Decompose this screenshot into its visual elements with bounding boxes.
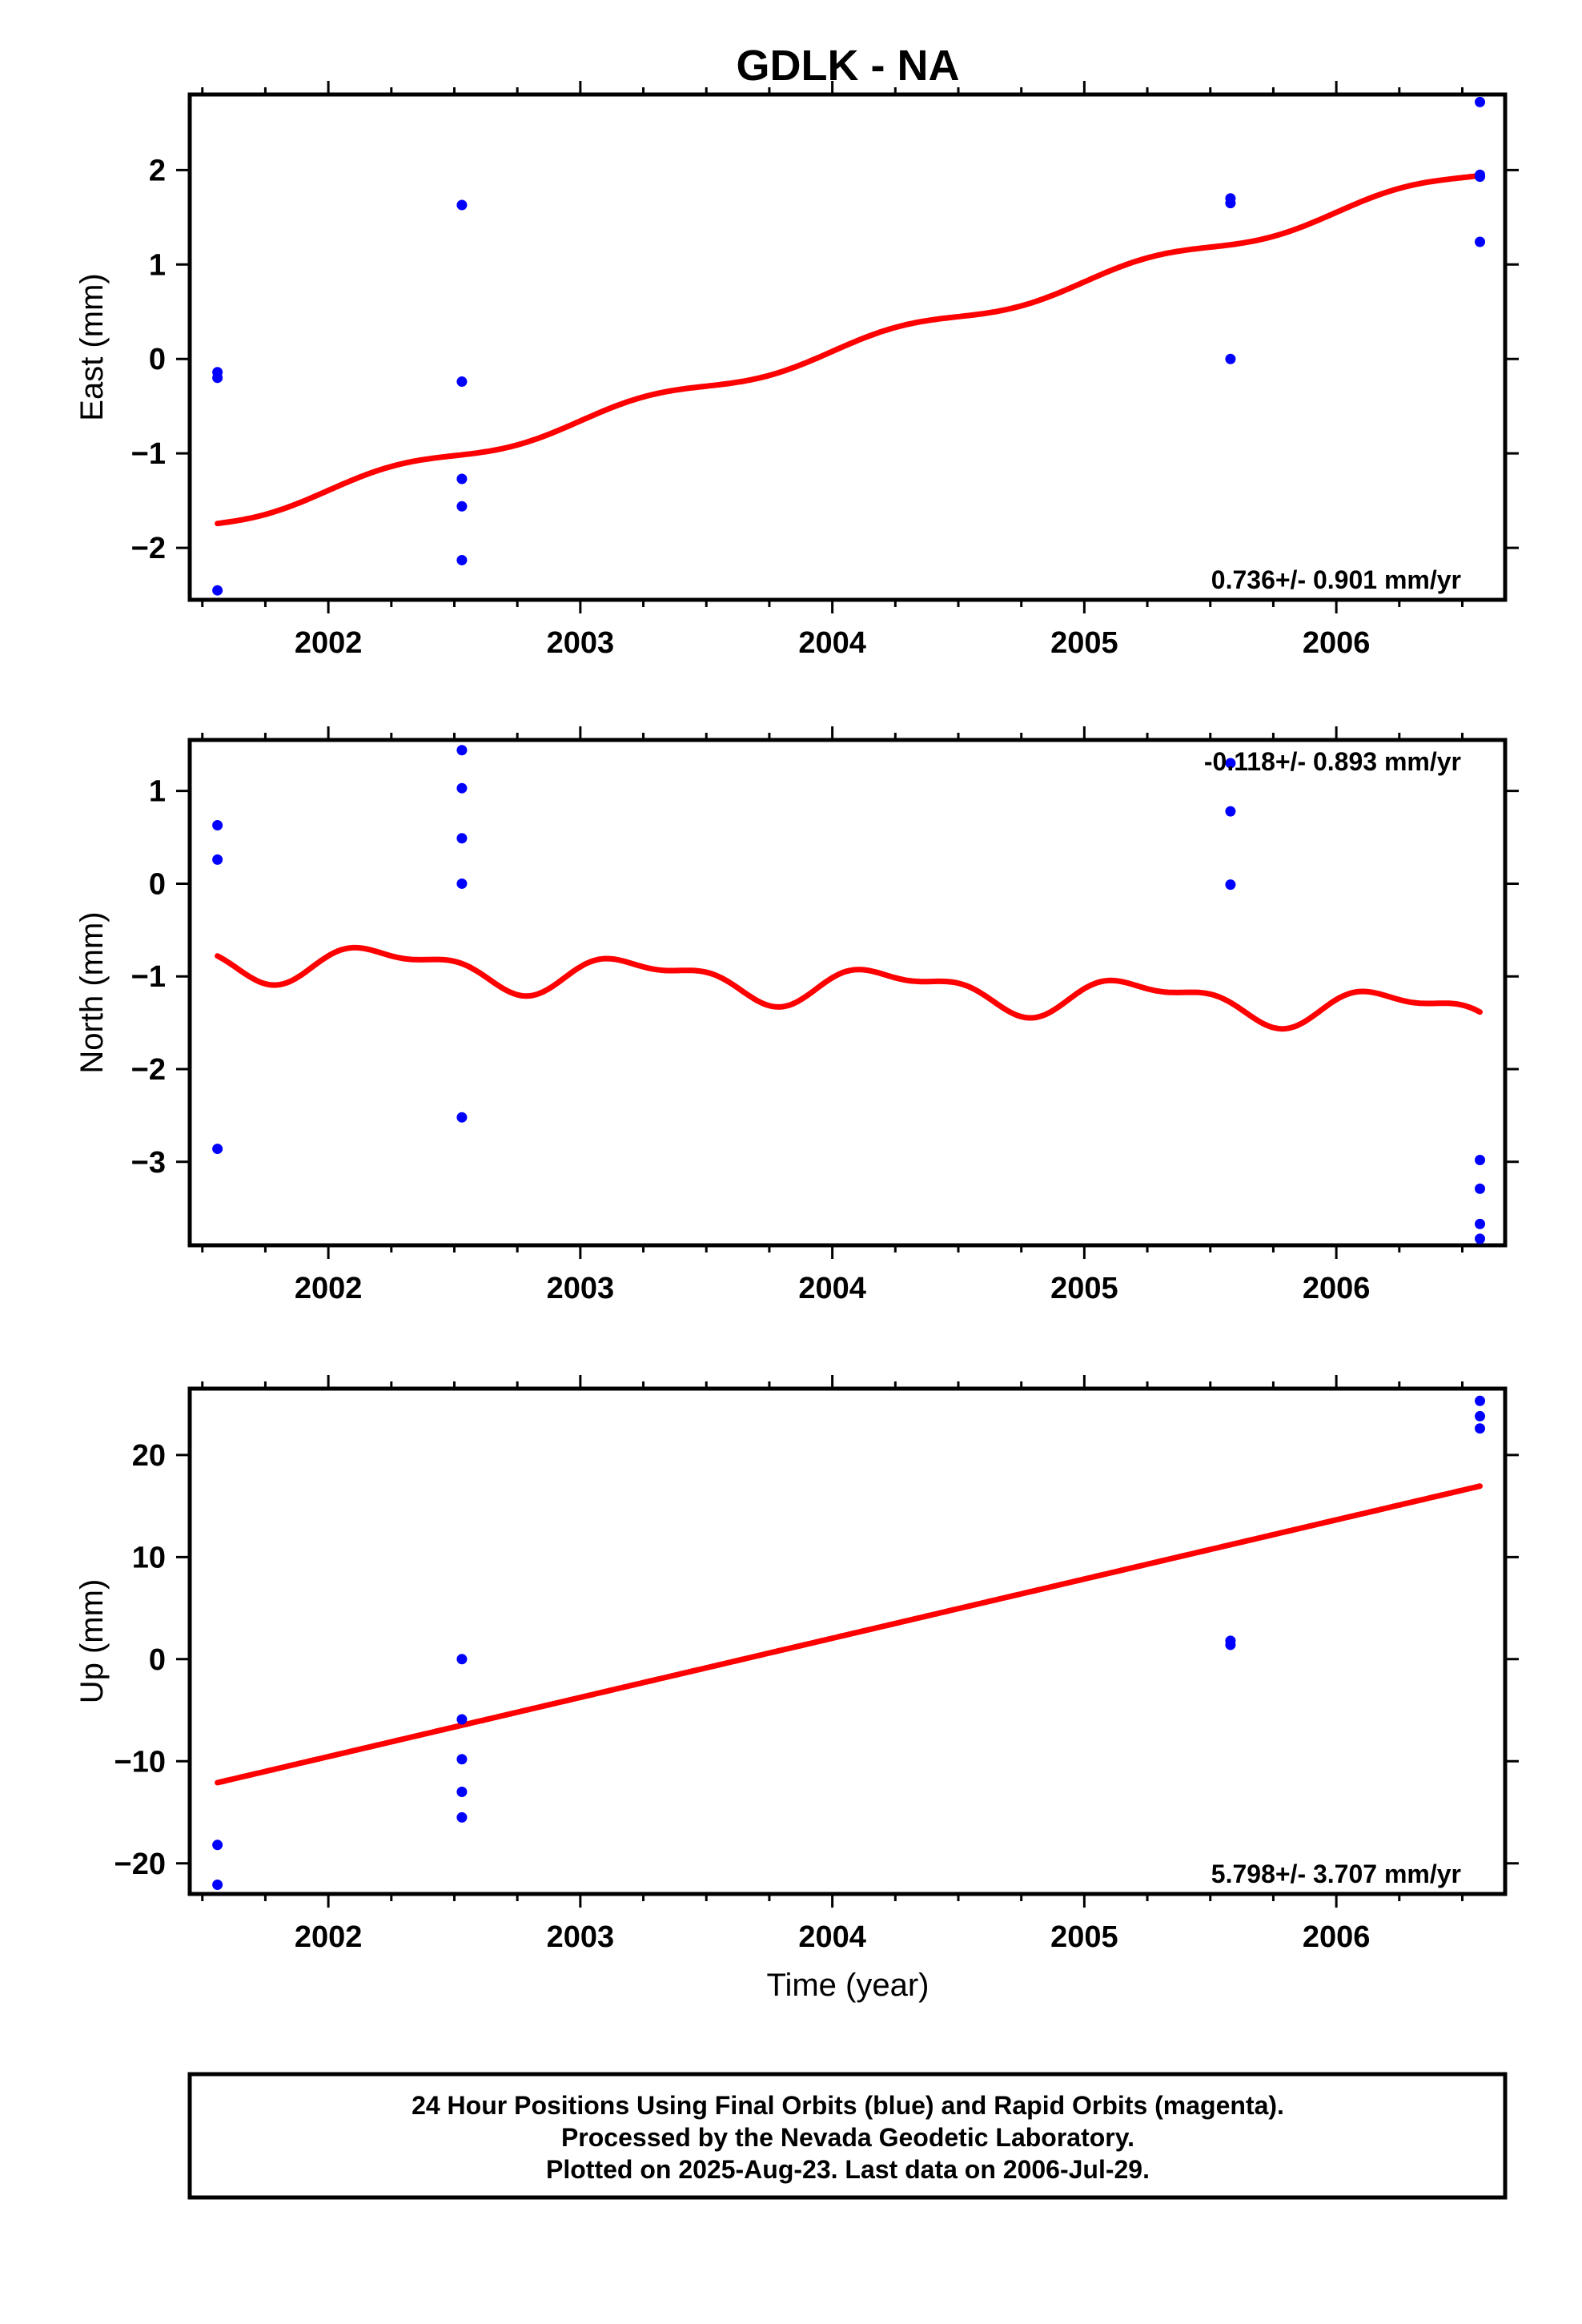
data-point: [456, 745, 468, 756]
x-tick-label: 2003: [547, 1272, 615, 1305]
y-axis-label: East (mm): [74, 273, 110, 420]
data-point: [1225, 1639, 1236, 1651]
y-tick-label: 1: [149, 775, 166, 809]
x-tick-label: 2002: [295, 626, 363, 660]
data-point: [1475, 1423, 1486, 1434]
data-point: [456, 376, 468, 388]
rate-label: 5.798+/- 3.707 mm/yr: [1211, 1860, 1461, 1888]
x-tick-label: 2006: [1303, 626, 1371, 660]
plot-frame: [187, 92, 1508, 602]
plot-frame: [187, 738, 1508, 1248]
y-tick-label: −3: [131, 1146, 166, 1180]
data-point: [1475, 1410, 1486, 1421]
data-point: [456, 1654, 468, 1665]
y-tick-label: 10: [132, 1541, 166, 1574]
y-axis-label: Up (mm): [74, 1579, 110, 1704]
y-tick-label: 20: [132, 1439, 166, 1473]
x-tick-label: 2005: [1050, 1920, 1118, 1954]
model-curve: [215, 944, 1483, 1032]
y-tick-label: 0: [149, 343, 166, 376]
x-tick-label: 2005: [1050, 626, 1118, 660]
x-tick-label: 2006: [1303, 1920, 1371, 1954]
y-tick-label: −2: [131, 1053, 166, 1087]
y-tick-label: −2: [131, 532, 166, 565]
data-point: [456, 199, 468, 211]
x-tick-label: 2004: [798, 1272, 866, 1305]
x-tick-label: 2003: [547, 626, 615, 660]
caption-line-1: 24 Hour Positions Using Final Orbits (bl…: [412, 2091, 1284, 2120]
data-point: [456, 473, 468, 485]
data-point: [1225, 879, 1236, 891]
data-point: [1475, 1233, 1486, 1244]
caption-box: [187, 2072, 1508, 2200]
data-point: [212, 585, 223, 596]
north-panel: 2002 2003 2004 2005 2006 −3 −2 −1 0 1 North (mm) -0…: [74, 726, 1519, 1305]
data-point: [1475, 1183, 1486, 1194]
x-tick-label: 2004: [798, 1920, 866, 1954]
data-point: [1475, 1395, 1486, 1406]
data-point: [212, 1144, 223, 1155]
data-point: [1475, 171, 1486, 183]
data-point: [212, 372, 223, 384]
data-point: [456, 1112, 468, 1123]
data-point: [1475, 1154, 1486, 1165]
data-point: [456, 1811, 468, 1823]
y-tick-label: 2: [149, 154, 166, 187]
data-point: [1475, 236, 1486, 247]
data-point: [1225, 806, 1236, 817]
rate-label: 0.736+/- 0.901 mm/yr: [1211, 565, 1461, 594]
rate-label: -0.118+/- 0.893 mm/yr: [1204, 747, 1461, 776]
data-point: [212, 820, 223, 831]
y-tick-label: 0: [149, 1643, 166, 1677]
y-tick-label: −20: [114, 1848, 166, 1881]
data-point: [456, 1754, 468, 1765]
data-point: [456, 833, 468, 844]
y-axis-label: North (mm): [74, 911, 110, 1073]
figure-title: GDLK - NA: [737, 42, 960, 90]
x-tick-label: 2003: [547, 1920, 615, 1954]
model-curve: [215, 172, 1483, 527]
data-point: [456, 554, 468, 565]
y-tick-label: 0: [149, 867, 166, 901]
data-point: [456, 782, 468, 794]
x-tick-label: 2005: [1050, 1272, 1118, 1305]
data-point: [456, 1787, 468, 1798]
x-tick-label: 2006: [1303, 1272, 1371, 1305]
y-tick-label: −1: [131, 960, 166, 994]
data-point: [212, 854, 223, 865]
model-curve: [215, 1483, 1483, 1786]
data-point: [456, 878, 468, 889]
caption-line-3: Plotted on 2025-Aug-23. Last data on 200…: [546, 2155, 1150, 2184]
x-axis-label: Time (year): [767, 1968, 930, 2003]
y-tick-label: −1: [131, 437, 166, 471]
data-point: [1225, 758, 1236, 769]
east-panel: 2002 2003 2004 2005 2006 −2 −1 0 1 2 East (mm) 0.73…: [74, 81, 1519, 660]
data-point: [456, 501, 468, 512]
x-tick-label: 2004: [798, 626, 866, 660]
data-point: [212, 1880, 223, 1891]
data-point: [456, 1714, 468, 1725]
data-point: [212, 1839, 223, 1851]
up-panel: 2002 2003 2004 2005 2006 −20 −10 0 10 20 Up (mm) 5.…: [74, 1375, 1519, 1954]
data-point: [1225, 353, 1236, 364]
y-tick-label: 1: [149, 248, 166, 282]
x-tick-label: 2002: [295, 1920, 363, 1954]
plot-frame: [187, 1386, 1508, 1896]
data-point: [1475, 1218, 1486, 1229]
data-point: [1225, 198, 1236, 209]
x-tick-label: 2002: [295, 1272, 363, 1305]
y-tick-label: −10: [114, 1745, 166, 1779]
data-point: [1475, 96, 1486, 107]
caption-line-2: Processed by the Nevada Geodetic Laborat…: [561, 2123, 1134, 2152]
